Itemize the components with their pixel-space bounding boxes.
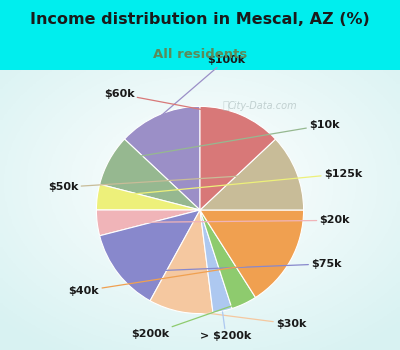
Text: $60k: $60k (104, 89, 238, 116)
Wedge shape (100, 139, 200, 210)
Text: $125k: $125k (102, 169, 362, 197)
Wedge shape (200, 139, 304, 210)
Wedge shape (200, 210, 304, 298)
Text: ⦾: ⦾ (222, 102, 229, 111)
Text: $40k: $40k (69, 259, 286, 296)
Wedge shape (200, 106, 276, 210)
Text: Income distribution in Mescal, AZ (%): Income distribution in Mescal, AZ (%) (30, 12, 370, 27)
Wedge shape (200, 210, 232, 313)
Text: $100k: $100k (162, 55, 245, 115)
Wedge shape (100, 210, 200, 301)
Wedge shape (96, 210, 200, 236)
Text: $10k: $10k (114, 120, 340, 161)
Text: $20k: $20k (102, 215, 350, 225)
Text: > $200k: > $200k (200, 312, 252, 341)
Wedge shape (150, 210, 213, 314)
Wedge shape (200, 210, 256, 309)
Text: All residents: All residents (153, 48, 247, 61)
Text: City-Data.com: City-Data.com (227, 102, 297, 111)
Text: $200k: $200k (131, 303, 241, 339)
Text: $75k: $75k (122, 259, 342, 272)
Text: $50k: $50k (48, 173, 292, 192)
Wedge shape (96, 184, 200, 210)
Text: $30k: $30k (184, 310, 306, 329)
Wedge shape (124, 106, 200, 210)
